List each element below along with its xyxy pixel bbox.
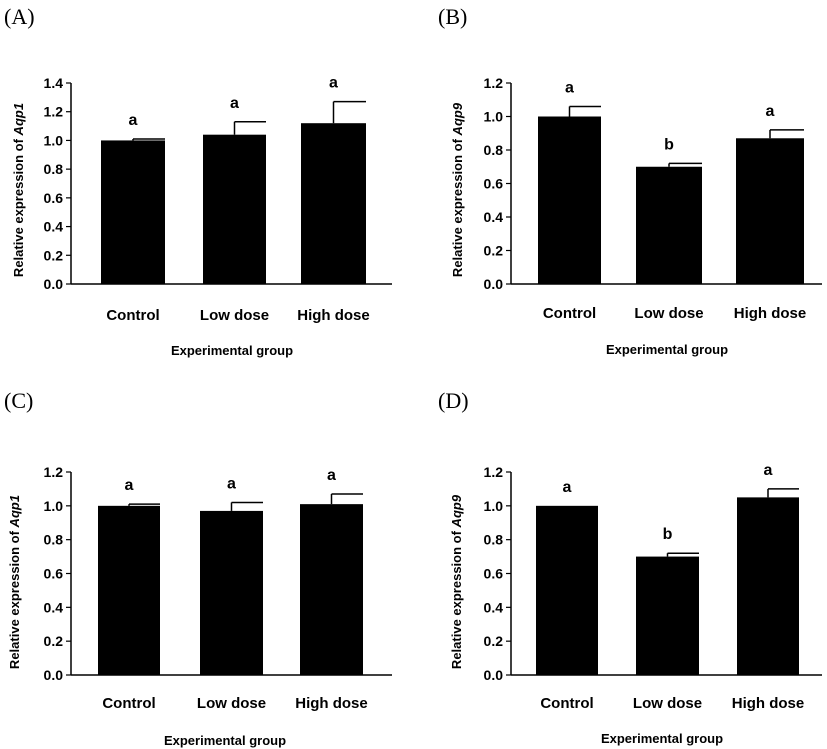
significance-label: a <box>129 112 138 129</box>
category-label: High dose <box>297 307 370 324</box>
x-axis-title: Experimental group <box>171 343 293 358</box>
x-axis-title: Experimental group <box>601 731 723 746</box>
category-label: Control <box>106 307 159 324</box>
y-axis-title-gene: Aqp1 <box>7 495 22 529</box>
y-axis-title-prefix: Relative expression of <box>11 135 26 277</box>
significance-label: a <box>227 475 236 492</box>
bar <box>101 140 165 284</box>
y-tick-label: 1.2 <box>484 464 504 480</box>
y-axis-title-gene: Aqp9 <box>450 102 465 136</box>
significance-label: a <box>563 479 572 496</box>
panel-c: (C) 0.0 0.2 0.4 0.6 0.8 1.0 1.2 a Control a Low dos… <box>4 388 392 748</box>
y-tick-label: 1.0 <box>44 132 64 148</box>
panel-letter: (C) <box>4 388 33 413</box>
bar <box>536 505 598 675</box>
y-tick-label: 0.4 <box>44 219 64 235</box>
y-tick-label: 1.0 <box>484 498 504 514</box>
bar <box>538 116 601 284</box>
bar <box>203 134 266 284</box>
y-tick-label: 0.2 <box>484 633 504 649</box>
y-tick-label: 1.2 <box>484 75 504 91</box>
y-axis-title: Relative expression of Aqp9 <box>449 494 464 669</box>
category-label: Control <box>540 695 593 712</box>
y-tick-label: 0.0 <box>44 667 64 683</box>
y-tick-label: 0.8 <box>44 161 64 177</box>
bar <box>636 556 699 675</box>
y-tick-label: 0.0 <box>484 667 504 683</box>
y-tick-label: 1.2 <box>44 104 64 120</box>
significance-label: b <box>663 526 673 543</box>
y-tick-label: 0.0 <box>484 276 504 292</box>
y-axis-title: Relative expression of Aqp1 <box>11 103 26 277</box>
category-label: Low dose <box>197 695 266 712</box>
bar <box>737 497 799 675</box>
bar <box>200 510 263 675</box>
category-label: Control <box>543 305 596 322</box>
significance-label: b <box>664 136 674 153</box>
panel-letter: (A) <box>4 4 35 29</box>
category-label: Low dose <box>200 307 269 324</box>
significance-label: a <box>329 75 338 92</box>
y-tick-label: 0.6 <box>484 176 504 192</box>
panel-letter: (D) <box>438 388 469 413</box>
bar <box>636 166 702 284</box>
category-label: Control <box>102 695 155 712</box>
y-tick-label: 0.6 <box>484 566 504 582</box>
significance-label: a <box>766 103 775 120</box>
bar <box>736 138 804 284</box>
significance-label: a <box>125 477 134 494</box>
category-label: Low dose <box>633 695 702 712</box>
y-axis-title-gene: Aqp1 <box>11 103 26 137</box>
y-tick-label: 0.4 <box>44 599 64 615</box>
y-axis-title-prefix: Relative expression of <box>7 527 22 669</box>
bar <box>301 123 366 284</box>
y-tick-label: 0.6 <box>44 566 64 582</box>
x-axis-title: Experimental group <box>606 342 728 357</box>
panel-b: (B) 0.0 0.2 0.4 0.6 0.8 1.0 1.2 a Control b Low dos… <box>438 4 822 357</box>
panel-letter: (B) <box>438 4 467 29</box>
y-tick-label: 0.4 <box>484 599 504 615</box>
category-label: High dose <box>732 695 805 712</box>
y-tick-label: 0.6 <box>44 190 64 206</box>
y-tick-label: 1.4 <box>44 75 64 91</box>
y-tick-label: 1.0 <box>44 498 64 514</box>
y-axis-title-prefix: Relative expression of <box>449 527 464 669</box>
significance-label: a <box>764 462 773 479</box>
y-tick-label: 0.8 <box>484 532 504 548</box>
panel-a: (A) 0.0 0.2 0.4 0.6 0.8 1.0 1.2 1.4 a Control a Low … <box>4 4 392 358</box>
panel-d: (D) 0.0 0.2 0.4 0.6 0.8 1.0 1.2 a Control b Low dos… <box>438 388 822 746</box>
category-label: High dose <box>734 305 807 322</box>
y-axis-title-gene: Aqp9 <box>449 494 464 528</box>
category-label: Low dose <box>634 305 703 322</box>
y-axis-title-prefix: Relative expression of <box>450 135 465 277</box>
y-tick-label: 1.0 <box>484 109 504 125</box>
y-axis-title: Relative expression of Aqp1 <box>7 495 22 669</box>
y-tick-label: 0.0 <box>44 276 64 292</box>
x-axis-title: Experimental group <box>164 733 286 748</box>
y-tick-label: 0.8 <box>484 142 504 158</box>
y-tick-label: 0.8 <box>44 532 64 548</box>
significance-label: a <box>230 95 239 112</box>
y-tick-label: 0.4 <box>484 209 504 225</box>
y-tick-label: 0.2 <box>44 247 64 263</box>
y-tick-label: 0.2 <box>484 243 504 259</box>
bar <box>98 505 160 675</box>
y-tick-label: 1.2 <box>44 464 64 480</box>
bar <box>300 504 363 675</box>
category-label: High dose <box>295 695 368 712</box>
y-tick-label: 0.2 <box>44 633 64 649</box>
y-axis-title: Relative expression of Aqp9 <box>450 102 465 277</box>
significance-label: a <box>327 467 336 484</box>
significance-label: a <box>565 79 574 96</box>
